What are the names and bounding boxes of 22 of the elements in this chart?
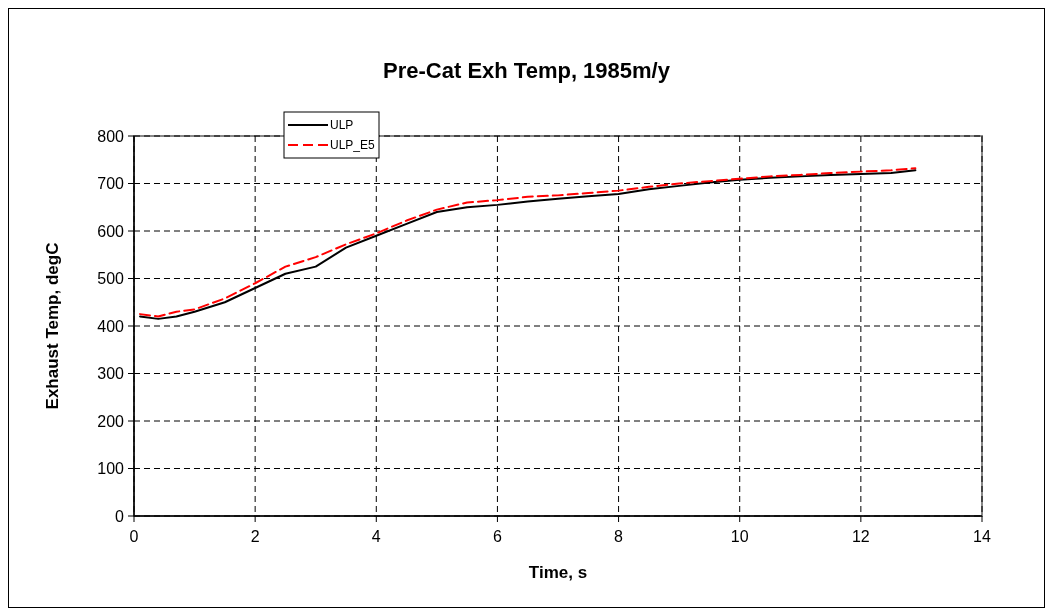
y-tick-label: 300 xyxy=(97,365,125,383)
y-tick-label: 700 xyxy=(97,175,125,193)
y-tick-label: 600 xyxy=(97,222,125,240)
x-tick-label: 10 xyxy=(730,528,749,545)
x-tick-label: 12 xyxy=(851,528,870,545)
legend-label: ULP xyxy=(330,118,354,133)
x-tick-label: 0 xyxy=(129,528,139,545)
y-tick-label: 400 xyxy=(97,317,125,335)
y-tick-label: 500 xyxy=(97,270,125,288)
chart-title: Pre-Cat Exh Temp, 1985m/y xyxy=(383,58,671,83)
x-tick-label: 4 xyxy=(371,528,381,545)
x-tick-label: 2 xyxy=(250,528,260,545)
y-tick-label: 0 xyxy=(115,507,125,525)
x-axis-title: Time, s xyxy=(528,563,588,582)
x-tick-label: 14 xyxy=(973,528,991,545)
x-tick-label: 8 xyxy=(614,528,624,545)
legend-label: ULP_E5 xyxy=(330,138,376,153)
x-tick-label: 6 xyxy=(492,528,502,545)
y-tick-label: 100 xyxy=(97,460,125,478)
y-tick-label: 800 xyxy=(97,127,125,145)
y-axis-title: Exhaust Temp, degC xyxy=(43,242,62,410)
y-tick-label: 200 xyxy=(97,412,125,430)
